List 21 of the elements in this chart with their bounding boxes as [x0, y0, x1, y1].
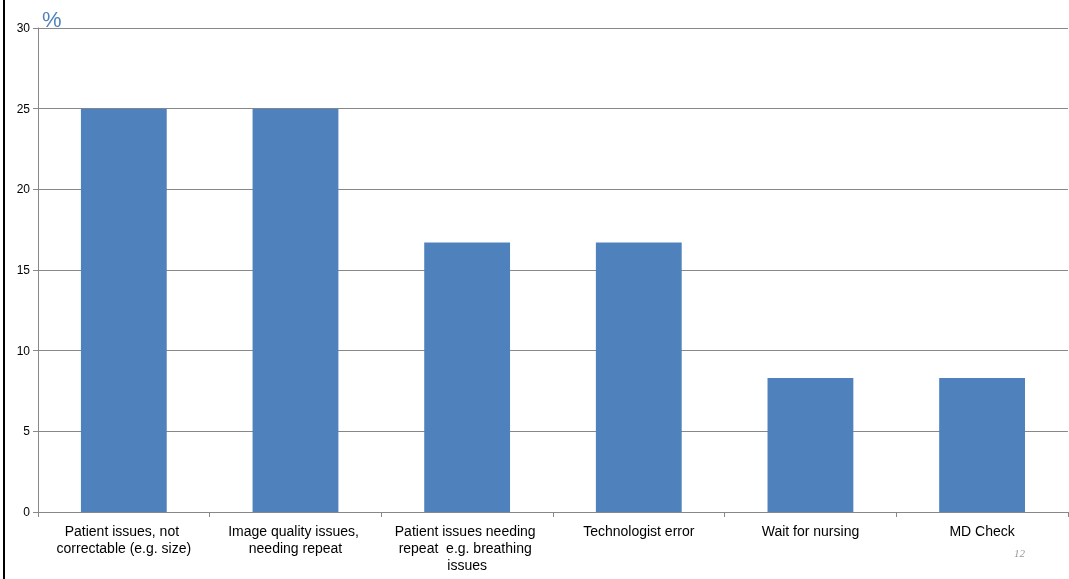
y-tick-label: 10 [16, 343, 31, 358]
x-tick-label: Patient issues, not correctable (e.g. size) [56, 522, 192, 556]
bar [767, 378, 854, 512]
x-tick-label: Patient issues needing repeat e.g. breathing issues [394, 522, 540, 573]
y-tick-label: 0 [23, 505, 31, 519]
bar [252, 108, 339, 512]
bar [80, 108, 167, 512]
text: 12 [1014, 547, 1025, 559]
y-tick-label: 5 [23, 424, 31, 439]
bar [939, 378, 1025, 512]
x-tick-label: Technologist error [583, 522, 695, 539]
y-tick-label: 15 [16, 263, 31, 277]
bar [424, 242, 511, 512]
y-tick-label: 25 [16, 101, 31, 116]
x-tick-label: MD Check [949, 522, 1016, 539]
y-tick-label: 20 [16, 182, 31, 197]
bar [595, 242, 682, 512]
x-tick-label: Image quality issues, needing repeat [228, 522, 363, 556]
y-axis-title: % [42, 6, 62, 32]
y-tick-label: 30 [16, 21, 31, 35]
x-tick-label: Wait for nursing [761, 522, 860, 539]
